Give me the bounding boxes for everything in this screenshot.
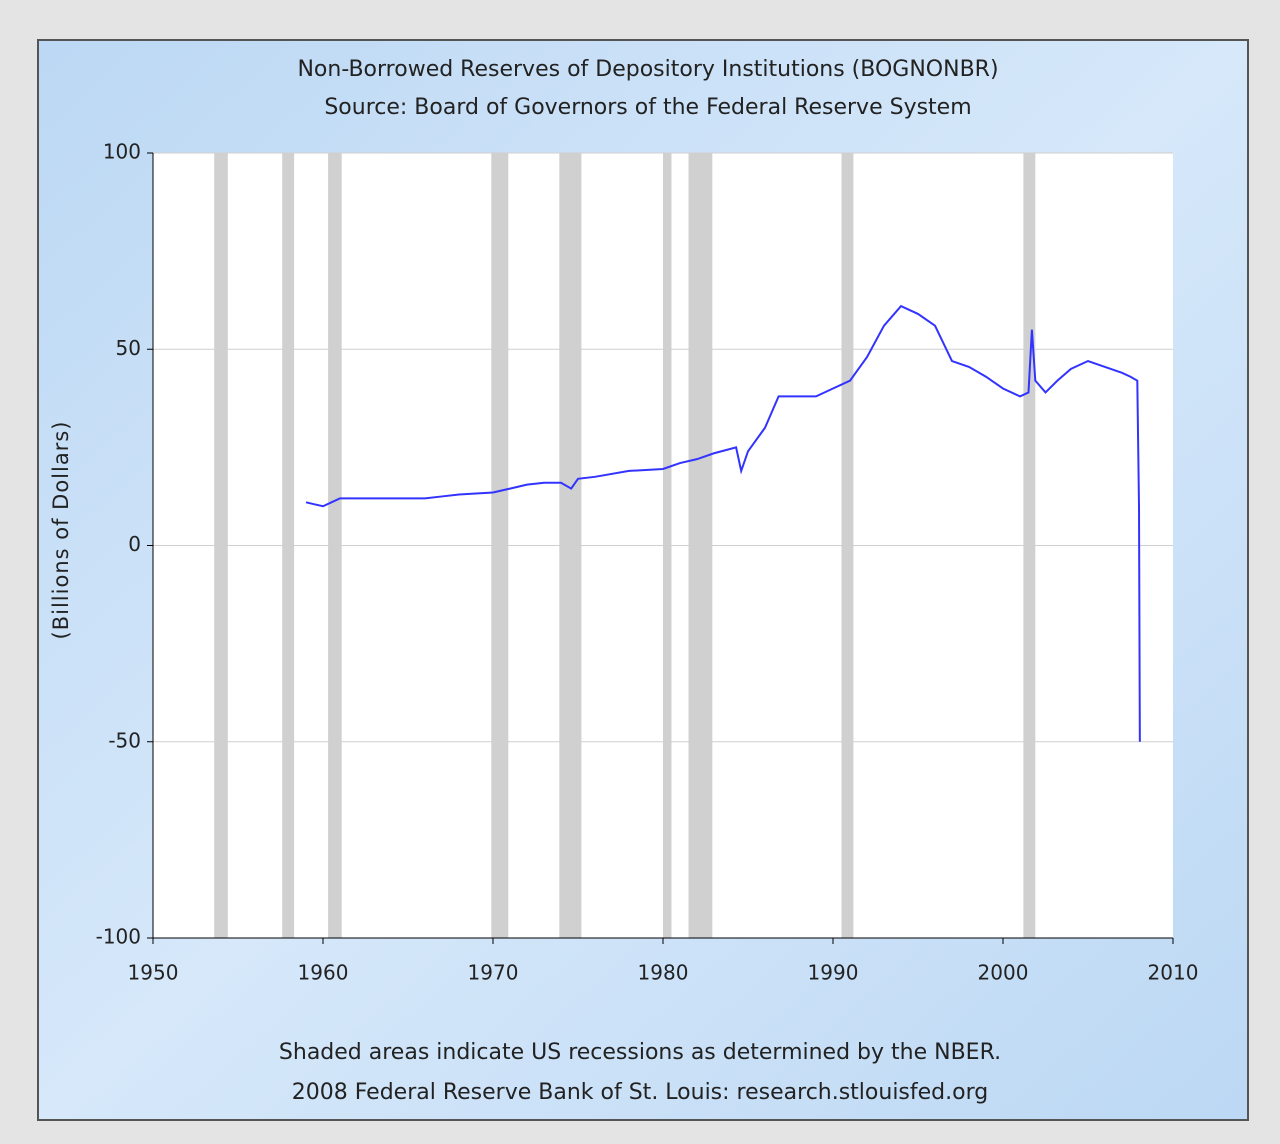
footnote: 2008 Federal Reserve Bank of St. Louis: … <box>292 1080 988 1105</box>
x-tick-label: 1960 <box>298 961 349 985</box>
y-axis-label: (Billions of Dollars) <box>49 421 73 640</box>
x-tick-label: 1950 <box>128 961 179 985</box>
x-tick-label: 1970 <box>468 961 519 985</box>
y-tick-label: 50 <box>116 336 141 360</box>
x-tick-label: 1990 <box>808 961 859 985</box>
x-tick-label: 1980 <box>638 961 689 985</box>
footnote: Shaded areas indicate US recessions as d… <box>279 1040 1001 1065</box>
chart-subtitle: Source: Board of Governors of the Federa… <box>324 95 971 120</box>
y-tick-label: 0 <box>128 532 141 556</box>
y-tick-label: -100 <box>96 925 141 949</box>
x-tick-label: 2010 <box>1148 961 1199 985</box>
chart-title: Non-Borrowed Reserves of Depository Inst… <box>297 57 998 82</box>
data-line <box>305 304 1141 742</box>
y-tick-label: 100 <box>103 140 141 164</box>
x-tick-label: 2000 <box>978 961 1029 985</box>
y-tick-label: -50 <box>108 728 141 752</box>
